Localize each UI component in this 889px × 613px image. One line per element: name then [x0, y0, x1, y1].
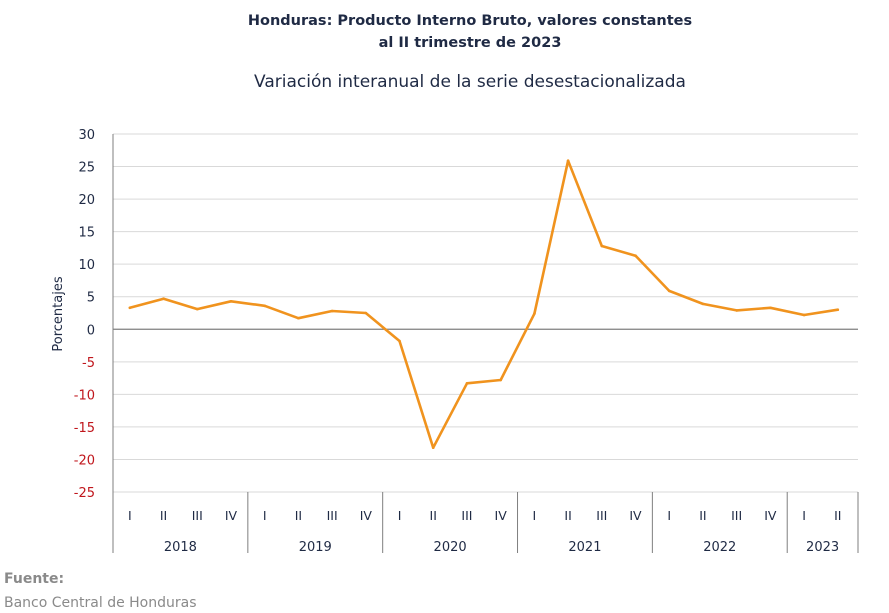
x-quarter-label: III — [731, 508, 742, 523]
data-point — [735, 309, 738, 312]
x-year-label: 2022 — [703, 540, 736, 555]
data-point — [398, 339, 401, 343]
y-tick-label: -25 — [74, 486, 95, 501]
x-quarter-label: I — [128, 508, 132, 523]
y-tick-label: 25 — [78, 161, 95, 176]
x-quarter-label: IV — [360, 508, 373, 523]
x-year-label: 2023 — [806, 540, 839, 555]
y-tick-label: -20 — [74, 453, 95, 468]
y-tick-label: -10 — [74, 388, 95, 403]
x-year-label: 2018 — [164, 540, 197, 555]
x-quarter-label: III — [327, 508, 338, 523]
data-point — [364, 311, 368, 315]
x-quarter-label: I — [667, 508, 671, 523]
y-tick-label: 5 — [87, 291, 95, 306]
x-year-label: 2021 — [568, 540, 601, 555]
x-quarter-label: II — [564, 508, 571, 523]
chart-title-line2: al II trimestre de 2023 — [378, 35, 562, 51]
x-quarter-label: II — [430, 508, 437, 523]
x-year-label: 2019 — [299, 540, 332, 555]
y-tick-labels: 30 25 20 15 10 5 0 -5 -10 -15 -20 -25 — [74, 128, 95, 501]
chart-title-line1: Honduras: Producto Interno Bruto, valore… — [247, 13, 693, 29]
y-axis-label: Porcentajes — [51, 276, 66, 351]
data-point — [162, 297, 165, 300]
x-quarter-label: IV — [225, 508, 238, 523]
data-point — [195, 307, 199, 311]
data-point — [634, 254, 637, 258]
data-point — [229, 299, 233, 303]
data-point — [330, 309, 334, 313]
x-quarter-label: III — [192, 508, 203, 523]
grid-lines — [113, 133, 858, 493]
y-tick-label: 0 — [87, 323, 95, 338]
chart-subtitle: Variación interanual de la serie desesta… — [254, 72, 686, 92]
data-point — [499, 378, 502, 382]
x-quarter-label: IV — [764, 508, 777, 523]
y-tick-label: 15 — [78, 226, 95, 241]
x-quarter-label: II — [295, 508, 302, 523]
y-tick-label: -5 — [82, 356, 95, 371]
source-text: Banco Central de Honduras — [4, 595, 197, 611]
x-quarter-label: I — [263, 508, 267, 523]
series-lines — [128, 159, 840, 450]
x-quarter-label: IV — [495, 508, 508, 523]
data-point — [128, 306, 132, 310]
chart-title: Honduras: Producto Interno Bruto, valore… — [0, 10, 889, 54]
x-quarter-label: I — [802, 508, 806, 523]
axes — [112, 134, 858, 492]
series-line — [128, 159, 840, 450]
x-quarter-label: I — [398, 508, 402, 523]
data-point — [667, 289, 671, 293]
x-quarter-label: II — [699, 508, 706, 523]
x-quarter-label: II — [834, 508, 841, 523]
data-point — [769, 306, 772, 310]
x-quarter-label: I — [533, 508, 537, 523]
y-tick-label: 10 — [78, 258, 95, 273]
x-category-axis: I II III IV I II III IV I II III IV I II III IV I II III IV… — [112, 492, 859, 555]
data-point — [465, 381, 469, 385]
x-quarter-label: III — [461, 508, 472, 523]
y-tick-label: -15 — [74, 421, 95, 436]
data-point — [263, 304, 266, 308]
y-tick-label: 20 — [78, 193, 95, 208]
x-quarter-label: IV — [629, 508, 642, 523]
source-label: Fuente: — [4, 571, 65, 587]
y-tick-label: 30 — [78, 128, 95, 143]
data-point — [533, 312, 536, 315]
x-quarter-label: II — [160, 508, 167, 523]
data-point — [566, 159, 570, 162]
x-quarter-label: III — [596, 508, 607, 523]
data-point — [431, 446, 435, 450]
data-point — [701, 302, 705, 306]
data-point — [836, 308, 840, 312]
data-point — [297, 316, 300, 320]
x-year-label: 2020 — [434, 540, 467, 555]
data-point — [600, 244, 604, 248]
data-point — [802, 313, 806, 317]
